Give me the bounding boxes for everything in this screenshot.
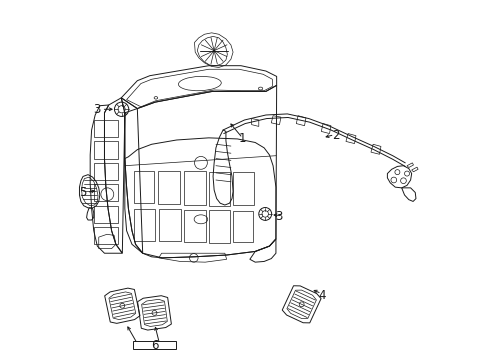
Bar	[233, 172, 253, 205]
Text: 2: 2	[331, 129, 339, 142]
Text: 4: 4	[318, 288, 325, 302]
Bar	[208, 172, 230, 206]
Bar	[233, 211, 252, 242]
Bar	[183, 171, 205, 205]
Text: 3: 3	[275, 210, 282, 223]
Bar	[159, 209, 181, 242]
Bar	[208, 210, 230, 243]
Text: 6: 6	[150, 338, 158, 351]
Bar	[134, 171, 154, 203]
Bar	[158, 171, 180, 204]
Bar	[183, 210, 205, 242]
Bar	[134, 208, 155, 241]
Text: 5: 5	[79, 186, 86, 199]
Text: 3: 3	[93, 103, 101, 116]
Text: 1: 1	[239, 132, 246, 145]
